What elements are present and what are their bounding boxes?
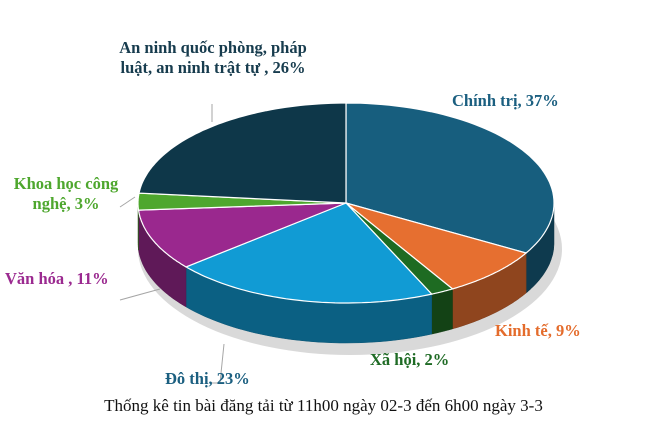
slice-1: [345, 202, 528, 290]
label-xa-hoi: Xã hội, 2%: [370, 350, 450, 369]
slice-0: [345, 102, 555, 254]
label-kinh-te: Kinh tế, 9%: [495, 321, 581, 340]
leader-line: [219, 343, 225, 384]
slice-5: [137, 192, 347, 211]
label-chinh-tri: Chính trị, 37%: [452, 91, 559, 110]
label-do-thi: Đô thị, 23%: [165, 369, 250, 388]
leader-line: [119, 288, 161, 301]
slice-side: [431, 288, 453, 335]
label-an-ninh: An ninh quốc phòng, pháp luật, an ninh t…: [119, 38, 307, 77]
chart-caption: Thống kê tin bài đăng tải từ 11h00 ngày …: [104, 396, 543, 415]
label-khoa-hoc: Khoa học công nghệ, 3%: [13, 174, 119, 213]
slice-2: [345, 202, 454, 295]
label-van-hoa: Văn hóa , 11%: [5, 269, 109, 288]
slice-3: [184, 202, 433, 304]
slice-6: [138, 102, 347, 204]
slice-4: [137, 202, 347, 268]
leader-line: [119, 196, 136, 208]
